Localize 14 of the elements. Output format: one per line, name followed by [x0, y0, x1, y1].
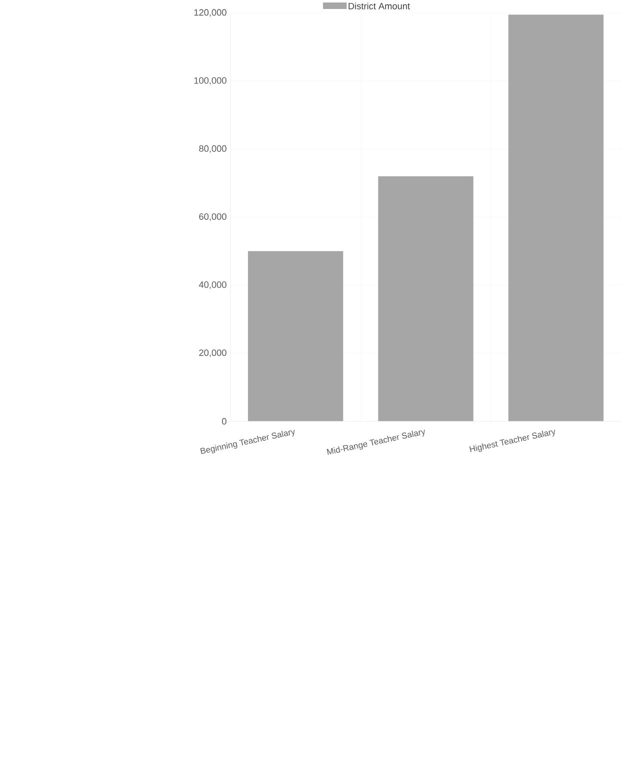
x-tick-label: Highest Teacher Salary [469, 430, 555, 452]
y-tick-label: 0 [222, 418, 226, 425]
bar [248, 251, 344, 422]
y-tick-label: 80,000 [199, 145, 226, 153]
y-tick-label: 100,000 [194, 77, 226, 85]
x-tick-label: Beginning Teacher Salary [200, 430, 295, 454]
y-tick-label: 20,000 [199, 349, 226, 358]
y-tick-label: 60,000 [199, 213, 226, 221]
x-tick-label: Mid-Range Teacher Salary [326, 430, 425, 455]
y-tick-label: 40,000 [198, 281, 226, 289]
legend-label: District Amount [348, 2, 410, 10]
bar [508, 14, 604, 422]
bar [378, 176, 474, 422]
y-tick-label: 120,000 [194, 9, 226, 17]
